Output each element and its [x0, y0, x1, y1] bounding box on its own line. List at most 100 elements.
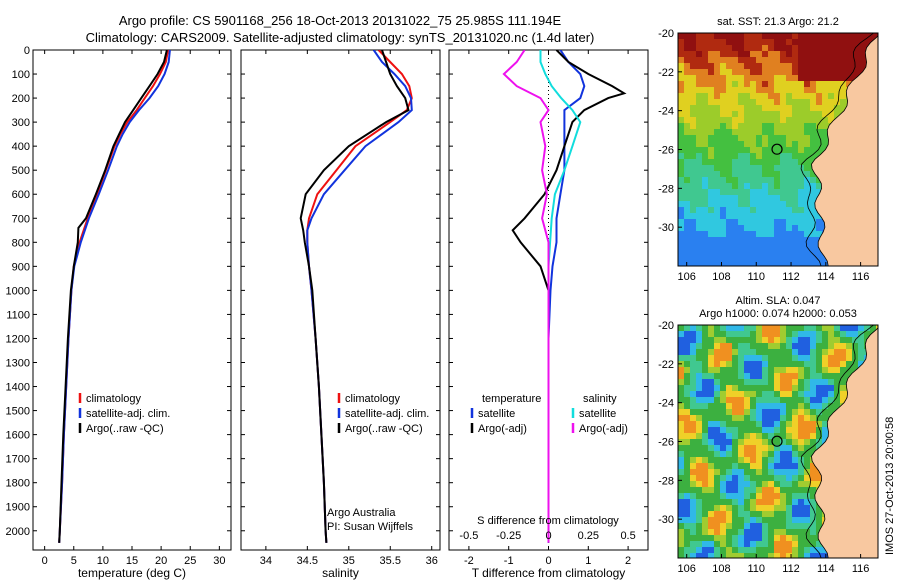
series-group	[58, 50, 171, 543]
map-cell	[840, 343, 847, 350]
map-cell	[756, 427, 763, 434]
map-cell	[786, 105, 793, 112]
map-cell	[750, 189, 757, 196]
map-cell	[822, 385, 829, 392]
map-cell	[726, 415, 733, 422]
map-cell	[834, 397, 841, 404]
map-cell	[684, 457, 691, 464]
map-cell	[714, 523, 721, 530]
map-cell	[750, 439, 757, 446]
map-cell	[726, 117, 733, 124]
map-cell	[804, 159, 811, 166]
map-cell	[828, 63, 835, 70]
map-cell	[702, 261, 709, 266]
map-cell	[834, 403, 841, 410]
map-cell	[720, 415, 727, 422]
map-cell	[780, 433, 787, 440]
map-cell	[768, 475, 775, 482]
map-cell	[804, 379, 811, 386]
map-cell	[804, 99, 811, 106]
map-cell	[702, 397, 709, 404]
map-cell	[744, 75, 751, 82]
map-cell	[792, 391, 799, 398]
map-cell	[708, 523, 715, 530]
map-cell	[762, 481, 769, 488]
map-cell	[798, 261, 805, 266]
map-cell	[690, 243, 697, 250]
map-cell	[756, 117, 763, 124]
map-cell	[804, 249, 811, 256]
map-cell	[720, 535, 727, 542]
map-cell	[792, 135, 799, 142]
map-cell	[684, 493, 691, 500]
map-cell	[708, 129, 715, 136]
map-cell	[690, 511, 697, 518]
map-cell	[732, 433, 739, 440]
map-cell	[810, 93, 817, 100]
map-cell	[726, 111, 733, 118]
map-cell	[714, 337, 721, 344]
map-cell	[840, 105, 847, 112]
map-cell	[780, 39, 787, 46]
map-cell	[744, 535, 751, 542]
map-cell	[750, 487, 757, 494]
map-cell	[702, 403, 709, 410]
shelf-contour	[800, 33, 875, 266]
map-cell	[720, 117, 727, 124]
map-cell	[738, 445, 745, 452]
map-cell	[822, 57, 829, 64]
map-cell	[732, 403, 739, 410]
map-cell	[840, 75, 847, 82]
map-cell	[744, 463, 751, 470]
map-cell	[756, 547, 763, 554]
legend-title-salinity: salinity	[583, 393, 617, 405]
map-cell	[768, 379, 775, 386]
map-cell	[810, 195, 817, 202]
map-cell	[810, 123, 817, 130]
map-cell	[696, 159, 703, 166]
map-cell	[726, 201, 733, 208]
map-cell	[786, 421, 793, 428]
map-cell	[780, 207, 787, 214]
map-cell	[816, 331, 823, 338]
map-cell	[714, 231, 721, 238]
map-cell	[714, 165, 721, 172]
y-tick-label: -20	[658, 320, 674, 332]
map-cell	[804, 337, 811, 344]
map-cell	[708, 427, 715, 434]
map-cell	[756, 213, 763, 220]
map-cell	[774, 517, 781, 524]
map-cell	[702, 523, 709, 530]
map-cell	[780, 105, 787, 112]
map-cell	[780, 541, 787, 548]
map-cell	[714, 153, 721, 160]
map-cell	[756, 225, 763, 232]
map-cell	[756, 529, 763, 536]
map-cell	[726, 511, 733, 518]
map-cell	[714, 225, 721, 232]
map-cell	[834, 33, 841, 40]
map-cell	[804, 445, 811, 452]
map-cell	[690, 451, 697, 458]
map-cell	[696, 415, 703, 422]
map-cell	[804, 439, 811, 446]
map-cell	[726, 93, 733, 100]
map-cell	[696, 511, 703, 518]
plot-frame	[240, 49, 441, 551]
map-cell	[678, 451, 685, 458]
map-cell	[732, 397, 739, 404]
map-cell	[690, 219, 697, 226]
map-cell	[726, 487, 733, 494]
map-cell	[786, 361, 793, 368]
map-cell	[684, 541, 691, 548]
map-cell	[708, 159, 715, 166]
map-cell	[822, 111, 829, 118]
map-cell	[690, 397, 697, 404]
map-cell	[834, 325, 841, 332]
map-cell	[696, 51, 703, 58]
x-axis-label: T difference from climatology	[472, 566, 626, 580]
map-cell	[684, 207, 691, 214]
map-cell	[804, 195, 811, 202]
map-cell	[750, 547, 757, 554]
map-cell	[690, 379, 697, 386]
